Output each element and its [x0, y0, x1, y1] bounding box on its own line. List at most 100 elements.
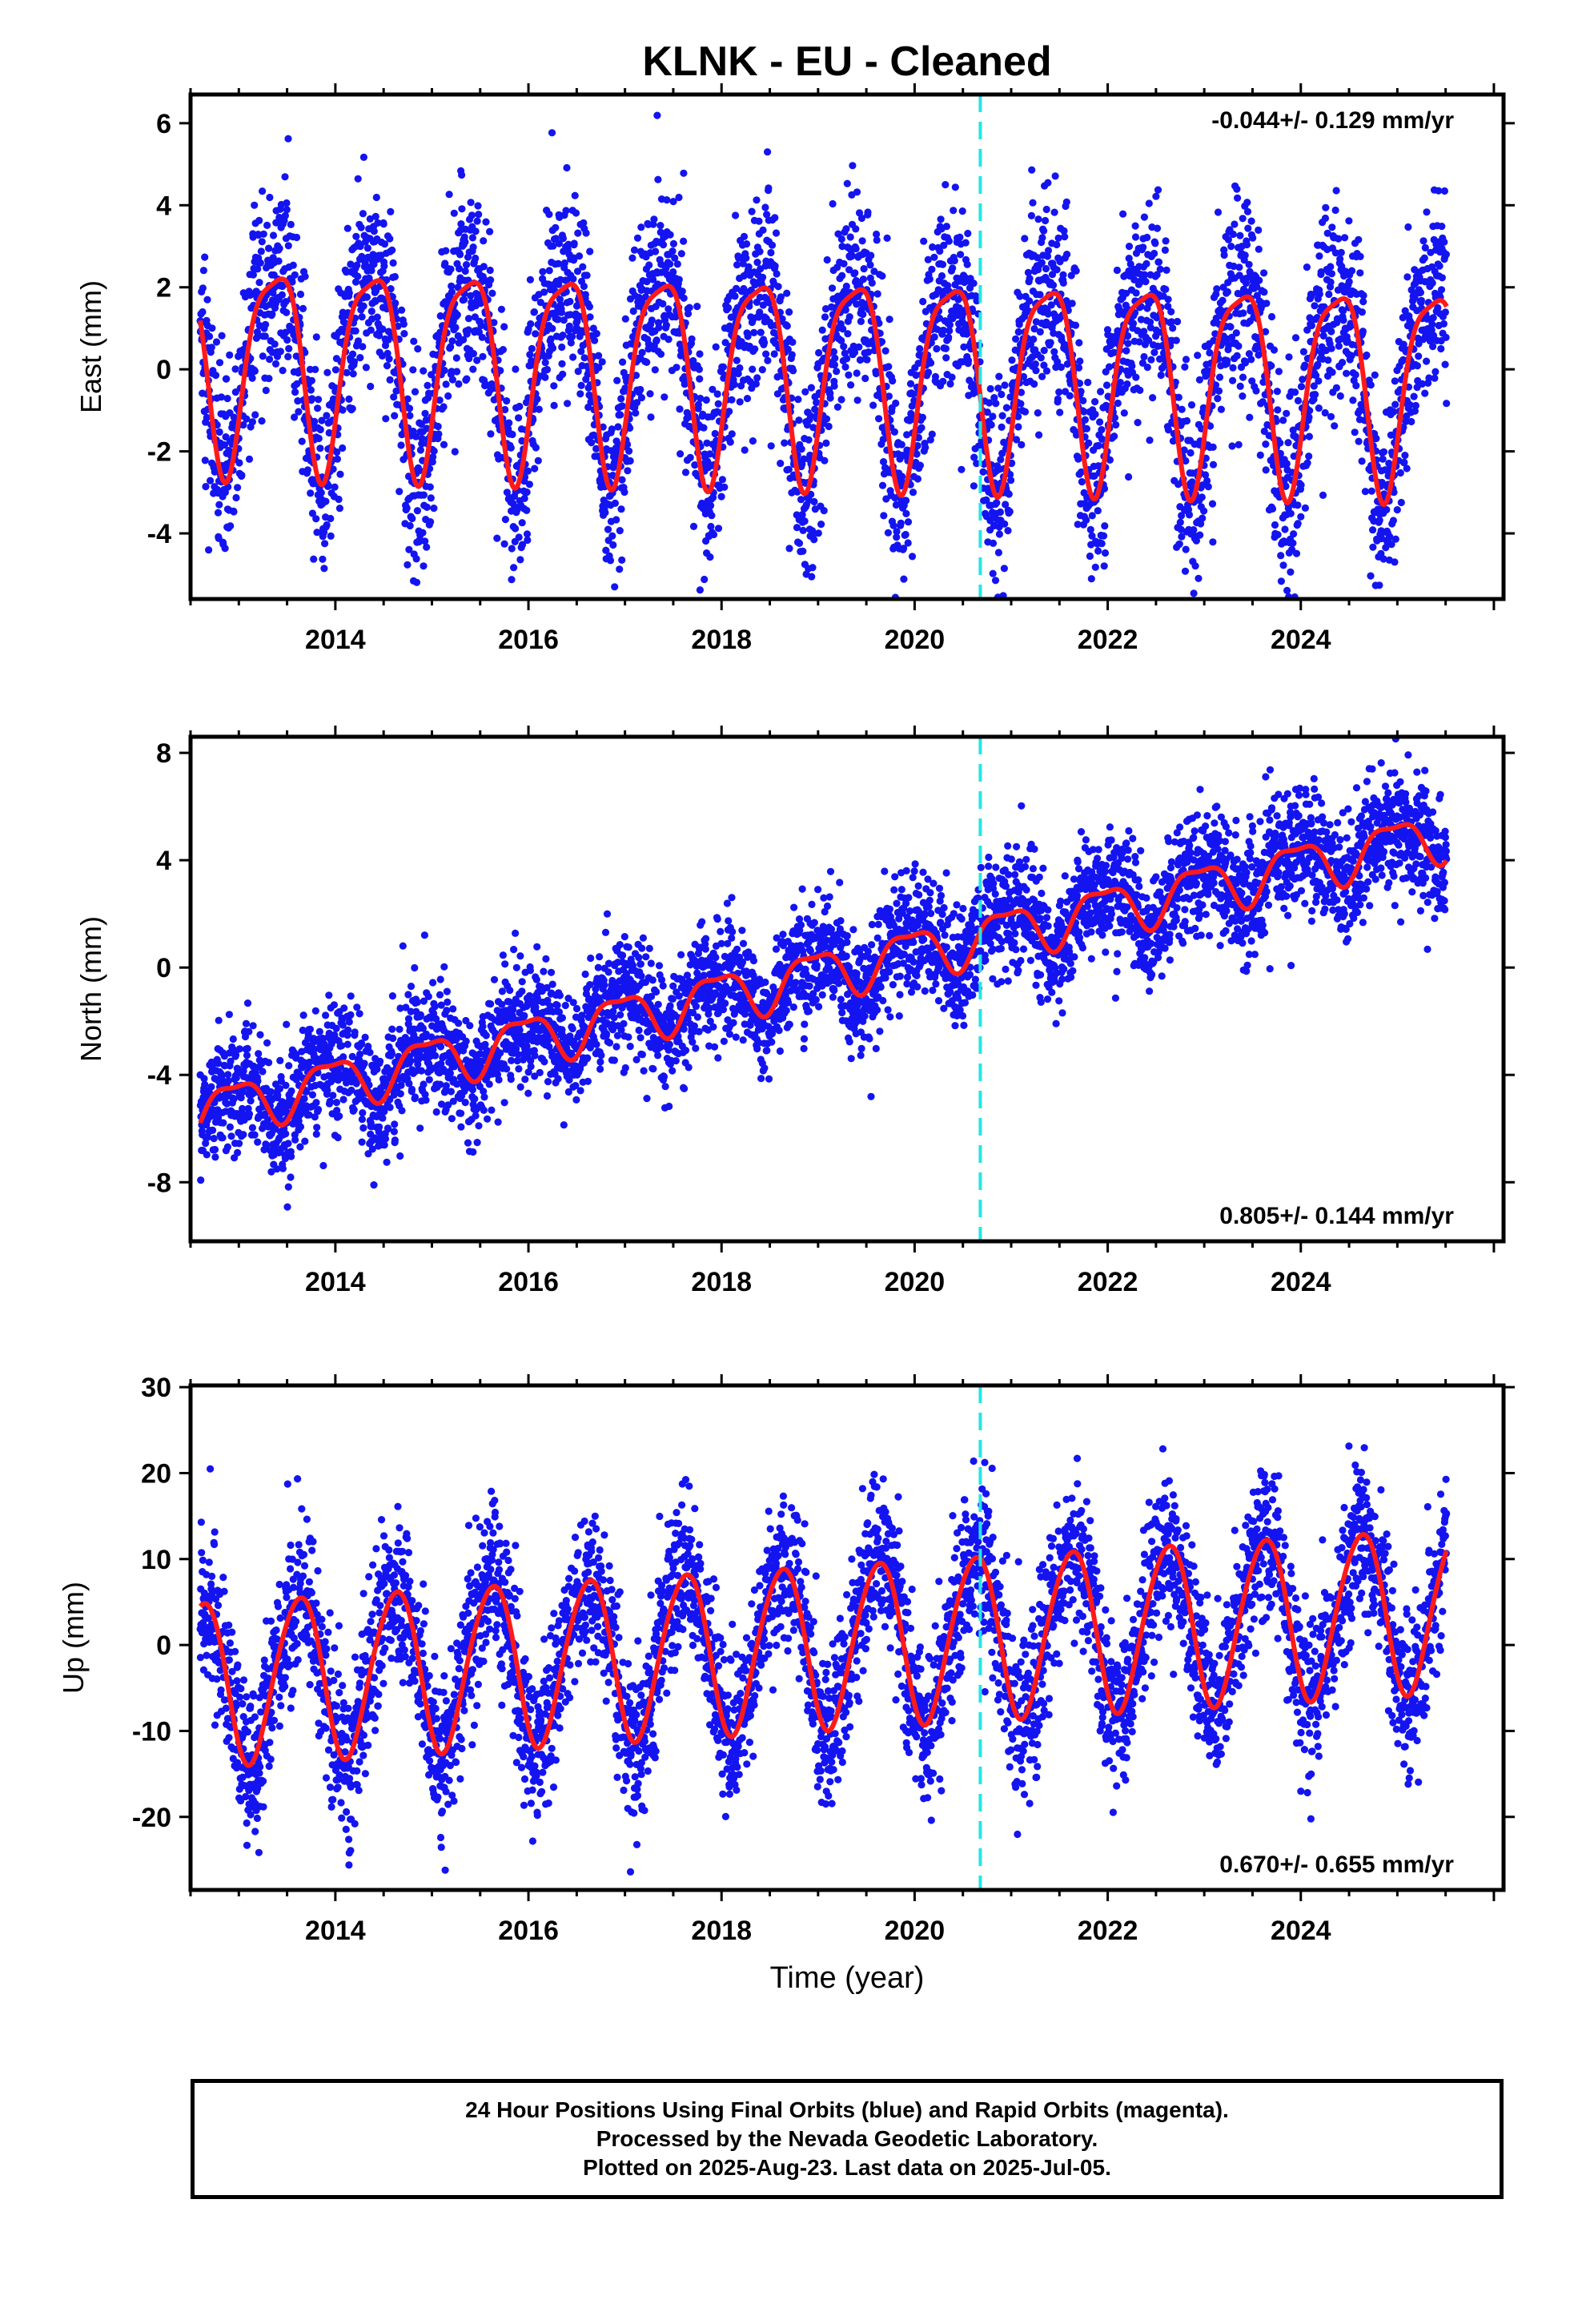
data-point [448, 282, 456, 290]
data-point [884, 529, 892, 537]
data-point [423, 543, 431, 551]
data-point [1419, 237, 1427, 245]
data-point [206, 332, 214, 340]
data-point [1143, 364, 1151, 372]
data-point [414, 345, 422, 353]
data-point [570, 239, 578, 247]
data-point [840, 259, 848, 267]
data-point [1287, 568, 1295, 576]
data-point [1391, 377, 1399, 385]
data-point [203, 296, 211, 304]
data-point [1162, 266, 1170, 274]
data-point [215, 359, 224, 367]
data-point [633, 234, 642, 242]
data-point [759, 273, 767, 281]
data-point [1325, 290, 1333, 299]
data-point [1026, 275, 1034, 283]
data-point [621, 315, 629, 323]
data-point [282, 1081, 290, 1089]
data-point [518, 541, 527, 549]
data-point [675, 193, 683, 202]
data-point [652, 247, 660, 255]
data-point [524, 536, 532, 545]
data-point [1391, 558, 1399, 566]
data-point [1081, 416, 1089, 424]
data-point [1062, 198, 1070, 206]
data-point [728, 430, 736, 438]
data-point [785, 545, 793, 553]
data-point [265, 244, 273, 252]
data-point [725, 304, 733, 312]
data-point [447, 265, 455, 273]
data-point [205, 546, 213, 554]
data-point [285, 1062, 293, 1070]
data-point [383, 275, 391, 284]
data-point [731, 292, 739, 300]
data-point [712, 343, 720, 351]
plot-area [196, 94, 1451, 645]
data-point [1239, 309, 1247, 317]
data-point [718, 476, 727, 484]
data-point [405, 545, 413, 553]
data-point [1303, 263, 1311, 271]
data-point [1327, 412, 1335, 420]
data-point [822, 415, 831, 423]
data-point [883, 234, 891, 242]
data-point [659, 300, 667, 308]
data-point [609, 541, 617, 549]
data-point [362, 364, 370, 372]
data-point [925, 368, 933, 376]
data-point [875, 415, 883, 423]
data-point [1349, 396, 1357, 404]
data-point [477, 321, 485, 330]
data-point [523, 489, 531, 497]
data-point [552, 223, 560, 231]
data-point [1101, 522, 1109, 530]
data-point [637, 394, 646, 402]
data-point [851, 269, 859, 277]
data-point [501, 516, 510, 524]
data-point [889, 377, 897, 385]
data-point [1297, 383, 1306, 391]
data-point [424, 381, 432, 389]
data-point [374, 219, 382, 227]
data-point [1149, 394, 1157, 402]
data-point [881, 347, 889, 355]
data-point [733, 261, 741, 269]
data-point [686, 453, 694, 462]
data-point [440, 403, 448, 411]
data-point [1120, 409, 1128, 417]
data-point [1429, 314, 1437, 322]
data-point [427, 494, 435, 502]
data-point [317, 489, 325, 497]
data-point [618, 402, 626, 410]
data-point [637, 223, 645, 231]
data-point [1027, 211, 1035, 219]
data-point [1327, 278, 1335, 286]
data-point [243, 1051, 251, 1059]
data-point [251, 201, 259, 209]
data-point [1040, 227, 1048, 235]
data-point [677, 250, 685, 258]
data-point [1194, 352, 1202, 360]
data-point [942, 223, 950, 231]
data-point [1200, 507, 1208, 515]
data-point [275, 257, 283, 265]
data-point [1345, 217, 1353, 225]
data-point [516, 556, 524, 564]
data-point [550, 382, 558, 390]
data-point [243, 999, 252, 1007]
data-point [465, 355, 473, 363]
data-point [901, 530, 909, 539]
data-point [293, 233, 301, 242]
data-point [512, 365, 520, 373]
data-point [291, 388, 299, 396]
data-point [456, 264, 464, 273]
data-point [320, 565, 328, 573]
data-point [408, 514, 416, 523]
data-point [998, 637, 1006, 645]
data-point [618, 556, 626, 565]
data-point [1038, 372, 1046, 380]
data-point [249, 1022, 257, 1030]
data-point [671, 254, 679, 262]
